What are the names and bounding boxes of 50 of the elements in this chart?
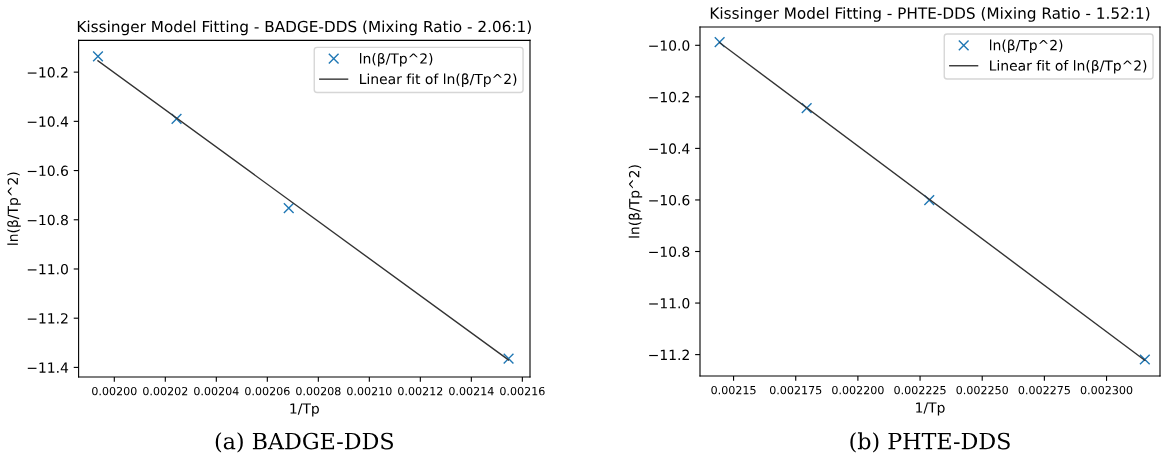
x-tick-label: 0.002275 [1018, 385, 1070, 395]
point [92, 50, 104, 62]
x-tick-label: 0.002250 [956, 385, 1008, 395]
point [503, 352, 515, 365]
point [714, 36, 726, 48]
x-tick-label: 0.00212 [398, 386, 443, 396]
chart-title: Kissinger Model Fitting - BADGE-DDS (Mixing Ratio - 2.06:1) [77, 20, 531, 36]
y-tick-label: −10.4 [649, 143, 690, 154]
y-tick-label: −10.2 [27, 67, 68, 78]
text: (b) PHTE-DDS [850, 432, 1010, 453]
y-tick-label: −10.2 [649, 91, 689, 103]
x-tick-label: 0.00214 [449, 386, 494, 396]
y-tick-label: −10.4 [27, 116, 69, 127]
x-tick-label: 0.002175 [769, 385, 822, 395]
x-tick-label: 0.00204 [194, 386, 239, 396]
y-tick-label: −11.0 [649, 298, 690, 309]
x-tick-label: 0.002225 [894, 385, 946, 395]
point [170, 113, 183, 125]
point [923, 194, 935, 206]
text: (a) BADGE-DDS [215, 432, 393, 453]
y-tick-label: −10.6 [27, 165, 68, 177]
y-axis-title: ln(β/Tp^2) [7, 172, 21, 245]
legend-label: ln(β/Tp^2) [360, 52, 433, 67]
x-tick-label: 0.00202 [143, 386, 188, 396]
x-axis-title: 1/Tp [916, 402, 945, 416]
point [283, 202, 295, 214]
x-tick-label: 0.00216 [500, 386, 545, 396]
y-tick-label: −10.0 [649, 40, 690, 51]
x-tick-label: 0.002200 [832, 385, 884, 395]
legend-label: Linear fit of ln(β/Tp^2) [990, 59, 1147, 74]
y-axis-title: ln(β/Tp^2) [628, 165, 643, 238]
chart-title: Kissinger Model Fitting - PHTE-DDS (Mixing Ratio - 1.52:1) [710, 7, 1150, 22]
x-tick-label: 0.00210 [347, 386, 392, 396]
y-tick-label: −10.8 [649, 246, 690, 257]
x-tick-label: 0.00200 [92, 386, 137, 396]
legend-label: Linear fit of ln(β/Tp^2) [360, 73, 517, 87]
point [1139, 353, 1151, 366]
x-tick-label: 0.002300 [1080, 385, 1133, 395]
legend-label: ln(β/Tp^2) [990, 39, 1063, 54]
x-axis-title: 1/Tp [290, 403, 319, 417]
y-tick-label: −11.0 [27, 263, 68, 275]
y-tick-label: −10.8 [27, 214, 68, 226]
x-tick-label: 0.00215 [711, 385, 756, 395]
x-tick-label: 0.00208 [296, 386, 341, 396]
y-tick-label: −11.4 [27, 362, 69, 373]
y-tick-label: −11.2 [27, 313, 68, 324]
x-tick-label: 0.00206 [245, 386, 290, 396]
point [801, 102, 813, 114]
y-tick-label: −10.6 [649, 194, 690, 206]
y-tick-label: −11.2 [649, 349, 689, 360]
